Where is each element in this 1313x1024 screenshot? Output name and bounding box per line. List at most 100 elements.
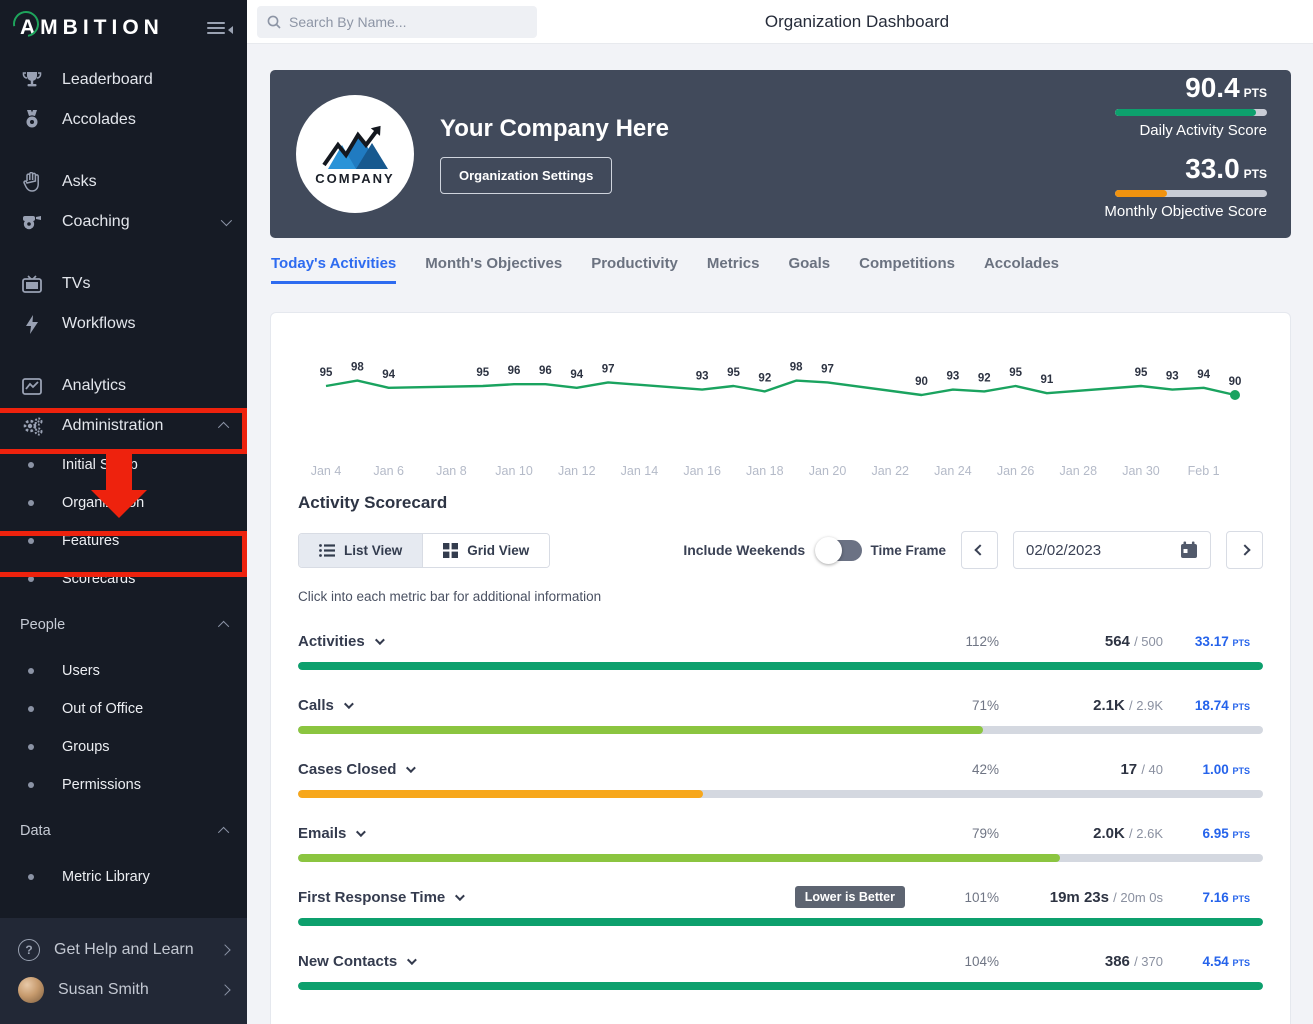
sidebar-item-label: Analytics bbox=[62, 377, 229, 395]
time-frame-next-button[interactable] bbox=[1226, 531, 1263, 569]
sidebar-item-coaching[interactable]: Coaching bbox=[0, 202, 247, 242]
list-view-icon bbox=[319, 544, 335, 557]
bullet-icon bbox=[28, 706, 34, 712]
trend-line bbox=[326, 381, 1235, 395]
sidebar-footer: ?Get Help and LearnSusan Smith bbox=[0, 918, 247, 1024]
sidebar-item-label: Leaderboard bbox=[62, 71, 229, 89]
include-weekends-toggle[interactable] bbox=[818, 540, 862, 561]
search-box[interactable] bbox=[257, 6, 537, 38]
list-view-label: List View bbox=[344, 543, 402, 558]
tab-metrics[interactable]: Metrics bbox=[707, 255, 760, 284]
metric-points: 33.17 PTS bbox=[1163, 634, 1263, 649]
sidebar-item-label: Accolades bbox=[62, 111, 229, 129]
sidebar-subitem-label: Initial Setup bbox=[62, 457, 138, 473]
page-title: Organization Dashboard bbox=[537, 12, 1297, 32]
metric-name[interactable]: Cases Closed bbox=[298, 761, 413, 778]
metric-progress-bar[interactable] bbox=[298, 982, 1263, 990]
date-picker[interactable] bbox=[1013, 531, 1211, 569]
tab-accolades[interactable]: Accolades bbox=[984, 255, 1059, 284]
sidebar-item-leaderboard[interactable]: Leaderboard bbox=[0, 60, 247, 100]
metric-progress-bar[interactable] bbox=[298, 918, 1263, 926]
organization-settings-button[interactable]: Organization Settings bbox=[440, 157, 612, 194]
sidebar-subitem-groups[interactable]: Groups bbox=[0, 728, 247, 766]
company-logo-text: COMPANY bbox=[315, 171, 394, 186]
x-axis-label: Jan 22 bbox=[871, 464, 909, 478]
data-point-label: 95 bbox=[1135, 367, 1148, 379]
sidebar-subitem-initial-setup[interactable]: Initial Setup bbox=[0, 446, 247, 484]
x-axis-label: Jan 4 bbox=[311, 464, 342, 478]
sidebar-subitem-features[interactable]: Features bbox=[0, 522, 247, 560]
sidebar-subitem-metric-library[interactable]: Metric Library bbox=[0, 858, 247, 896]
ambition-logo: AMBITION bbox=[20, 16, 164, 40]
x-axis-label: Jan 24 bbox=[934, 464, 972, 478]
sidebar-subitem-out-of-office[interactable]: Out of Office bbox=[0, 690, 247, 728]
tab-goals[interactable]: Goals bbox=[788, 255, 830, 284]
x-axis-label: Jan 6 bbox=[373, 464, 404, 478]
company-logo-mountains-icon bbox=[320, 123, 390, 169]
sidebar-item-analytics[interactable]: Analytics bbox=[0, 366, 247, 406]
data-point-label: 98 bbox=[790, 362, 803, 374]
data-point-label: 95 bbox=[727, 367, 740, 379]
sidebar-item-administration[interactable]: Administration bbox=[0, 406, 247, 446]
search-icon bbox=[267, 15, 281, 29]
sidebar-item-accolades[interactable]: Accolades bbox=[0, 100, 247, 140]
sidebar: AMBITION Leaderboard Accolades AsksCoachin… bbox=[0, 0, 247, 1024]
data-point-label: 92 bbox=[978, 372, 991, 384]
score-label: Monthly Objective Score bbox=[1104, 203, 1267, 220]
chevron-down-icon bbox=[221, 215, 232, 226]
date-input[interactable] bbox=[1026, 542, 1146, 559]
sidebar-subitem-permissions[interactable]: Permissions bbox=[0, 766, 247, 804]
data-point-label: 90 bbox=[1229, 376, 1242, 388]
metric-name[interactable]: New Contacts bbox=[298, 953, 414, 970]
metric-row-first-response-time: First Response TimeLower is Better101%19… bbox=[298, 885, 1263, 926]
data-point-label: 96 bbox=[539, 365, 552, 377]
data-point-label: 93 bbox=[696, 371, 709, 383]
sidebar-section-data[interactable]: Data bbox=[0, 812, 247, 850]
sidebar-footer-get-help-and-learn[interactable]: ?Get Help and Learn bbox=[0, 930, 247, 970]
metric-name[interactable]: Emails bbox=[298, 825, 363, 842]
metric-percent: 71% bbox=[939, 698, 999, 713]
list-view-button[interactable]: List View bbox=[299, 534, 422, 567]
data-point-label: 94 bbox=[382, 369, 395, 381]
metric-name[interactable]: Calls bbox=[298, 697, 351, 714]
tab-today-s-activities[interactable]: Today's Activities bbox=[271, 255, 396, 284]
metric-points: 6.95 PTS bbox=[1163, 826, 1263, 841]
sidebar-footer-susan-smith[interactable]: Susan Smith bbox=[0, 970, 247, 1010]
metric-name[interactable]: First Response Time bbox=[298, 889, 462, 906]
data-point-label: 93 bbox=[946, 371, 959, 383]
tab-competitions[interactable]: Competitions bbox=[859, 255, 955, 284]
sidebar-spacer bbox=[0, 140, 247, 162]
chevron-right-icon bbox=[219, 944, 230, 955]
sidebar-subitem-label: Users bbox=[62, 663, 100, 679]
sidebar-subitem-organization[interactable]: Organization bbox=[0, 484, 247, 522]
grid-view-button[interactable]: Grid View bbox=[422, 534, 549, 567]
chevron-down-icon bbox=[344, 699, 354, 709]
metric-progress-bar[interactable] bbox=[298, 662, 1263, 670]
content: COMPANY Your Company Here Organization S… bbox=[247, 44, 1313, 1024]
tab-month-s-objectives[interactable]: Month's Objectives bbox=[425, 255, 562, 284]
time-frame-prev-button[interactable] bbox=[961, 531, 998, 569]
score-progress-bar bbox=[1115, 190, 1267, 197]
chevron-down-icon bbox=[356, 827, 366, 837]
metric-progress-bar[interactable] bbox=[298, 726, 1263, 734]
sidebar-item-asks[interactable]: Asks bbox=[0, 162, 247, 202]
sidebar-item-workflows[interactable]: Workflows bbox=[0, 304, 247, 344]
calendar-icon[interactable] bbox=[1180, 541, 1198, 559]
metric-progress-bar[interactable] bbox=[298, 790, 1263, 798]
sidebar-item-tvs[interactable]: TVs bbox=[0, 264, 247, 304]
org-header-card: COMPANY Your Company Here Organization S… bbox=[270, 70, 1291, 238]
sidebar-subitem-scorecards[interactable]: Scorecards bbox=[0, 560, 247, 598]
metric-name[interactable]: Activities bbox=[298, 633, 382, 650]
search-input[interactable] bbox=[289, 14, 519, 30]
metric-value: 2.0K / 2.6K bbox=[999, 825, 1163, 842]
bullet-icon bbox=[28, 874, 34, 880]
sidebar-collapse-icon[interactable] bbox=[203, 18, 229, 38]
sidebar-section-people[interactable]: People bbox=[0, 606, 247, 644]
metric-progress-bar[interactable] bbox=[298, 854, 1263, 862]
tab-productivity[interactable]: Productivity bbox=[591, 255, 678, 284]
metric-progress-fill bbox=[298, 854, 1060, 862]
toggle-knob bbox=[815, 537, 842, 564]
sidebar-subitem-users[interactable]: Users bbox=[0, 652, 247, 690]
bullet-icon bbox=[28, 744, 34, 750]
activity-trend-chart[interactable]: 9598949596969497939592989790939295919593… bbox=[298, 333, 1263, 483]
